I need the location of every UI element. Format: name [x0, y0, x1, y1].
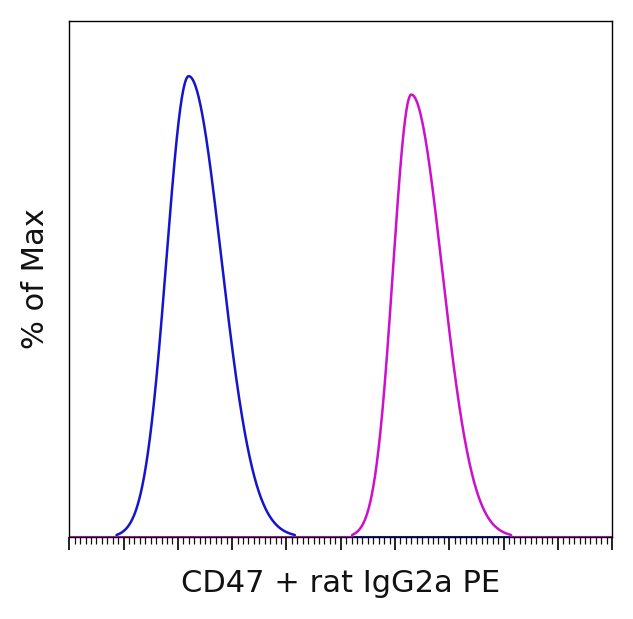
Y-axis label: % of Max: % of Max [21, 209, 50, 349]
X-axis label: CD47 + rat IgG2a PE: CD47 + rat IgG2a PE [181, 569, 500, 598]
